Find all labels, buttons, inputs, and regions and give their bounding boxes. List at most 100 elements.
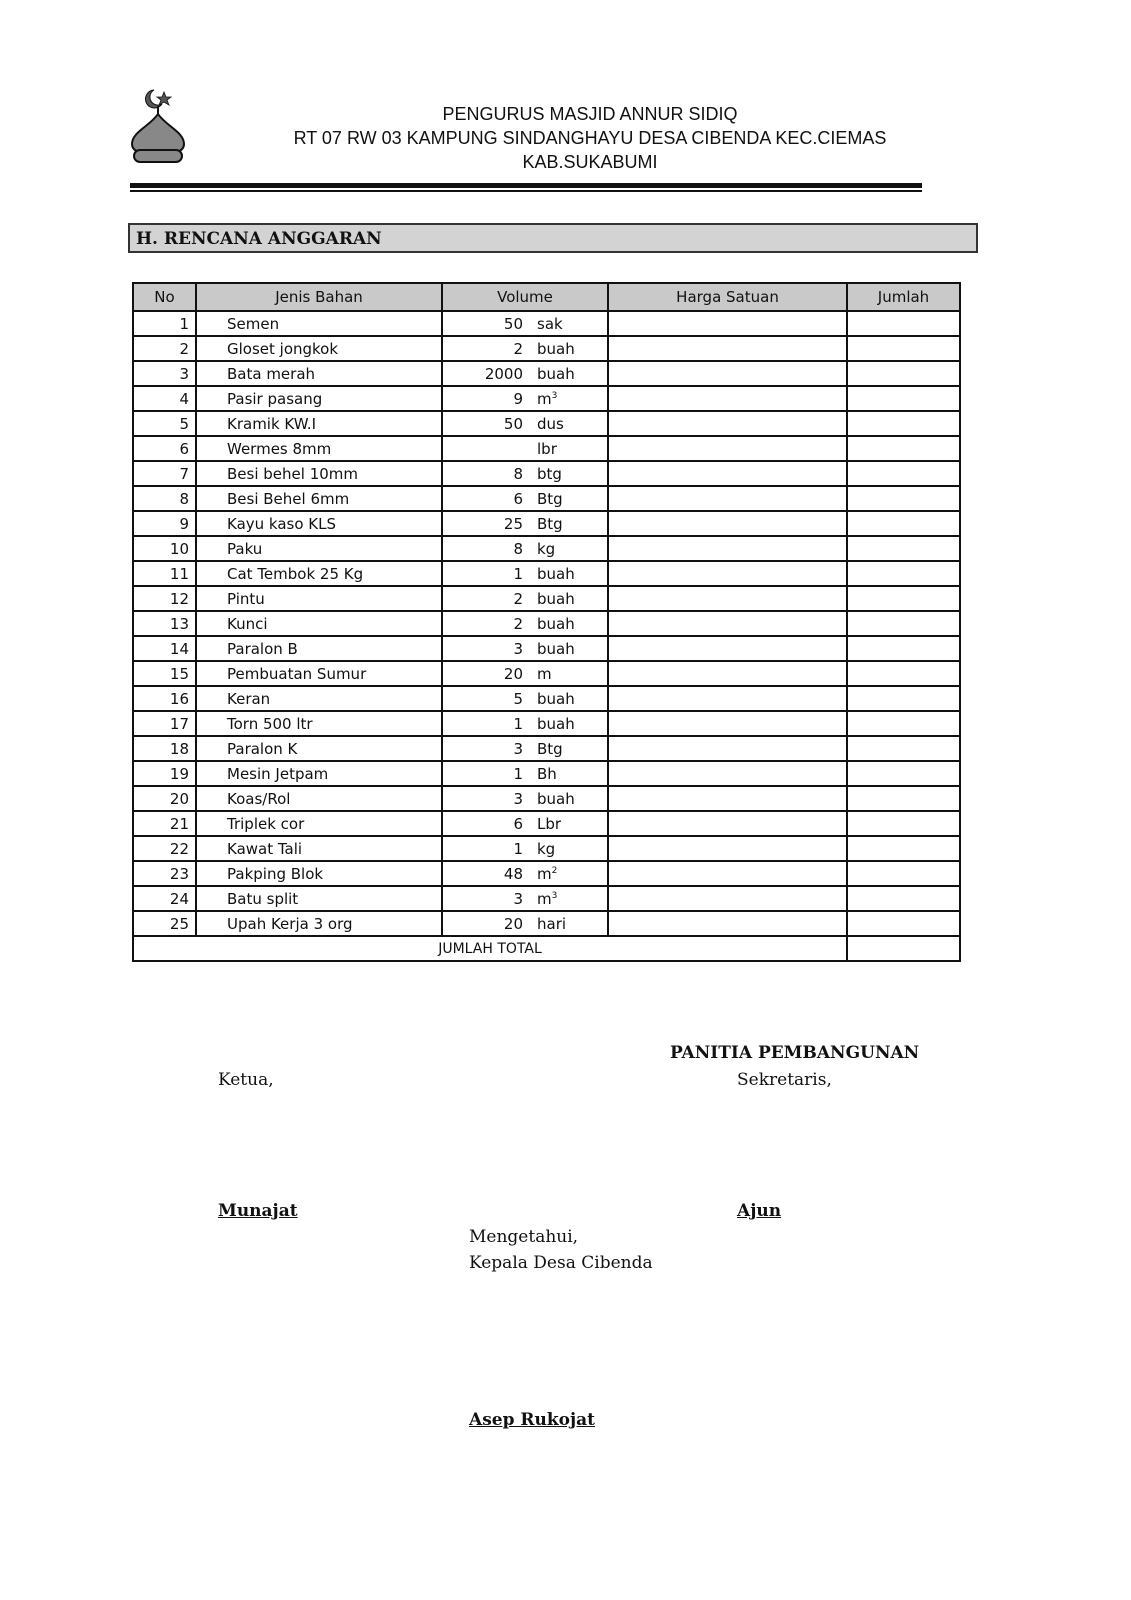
row-unit: kg [523,840,555,858]
total-row: JUMLAH TOTAL [132,935,961,962]
row-unit-price [607,385,848,412]
unit-text: buah [537,789,575,808]
row-no: 11 [132,560,197,587]
row-qty: 20 [503,914,523,933]
table-row: 3 Bata merah 2000 buah [132,360,961,387]
table-row: 6 Wermes 8mm lbr [132,435,961,462]
row-unit-price [607,860,848,887]
header-line-2: RT 07 RW 03 KAMPUNG SINDANGHAYU DESA CIB… [293,128,887,148]
unit-text: Btg [537,489,563,508]
section-title: H. RENCANA ANGGARAN [128,223,978,253]
unit-text: m [537,389,552,408]
row-total [846,560,961,587]
table-row: 18 Paralon K 3 Btg [132,735,961,762]
row-volume: 5 buah [441,685,609,712]
row-qty: 2000 [484,364,523,383]
row-qty: 20 [503,664,523,683]
row-unit-price [607,635,848,662]
secretary-title: Sekretaris, [737,1070,832,1090]
row-total [846,310,961,337]
unit-exponent: 2 [551,865,558,876]
row-unit-price [607,585,848,612]
row-volume: 25 Btg [441,510,609,537]
row-item: Torn 500 ltr [195,710,443,737]
header-line-1: PENGURUS MASJID ANNUR SIDIQ [442,104,738,124]
row-no: 18 [132,735,197,762]
row-total [846,510,961,537]
row-unit-price [607,760,848,787]
table-row: 14 Paralon B 3 buah [132,635,961,662]
row-item: Keran [195,685,443,712]
row-total [846,610,961,637]
row-total [846,860,961,887]
table-row: 25 Upah Kerja 3 org 20 hari [132,910,961,937]
row-total [846,535,961,562]
row-unit-price [607,835,848,862]
row-item: Pembuatan Sumur [195,660,443,687]
row-total [846,635,961,662]
row-unit-price [607,660,848,687]
row-unit-price [607,410,848,437]
table-row: 15 Pembuatan Sumur 20 m [132,660,961,687]
row-unit: kg [523,540,555,558]
unit-text: kg [537,539,556,558]
row-unit-price [607,735,848,762]
row-volume: 6 Btg [441,485,609,512]
row-unit-price [607,435,848,462]
row-item: Kayu kaso KLS [195,510,443,537]
unit-text: kg [537,839,556,858]
row-unit: m3 [523,890,557,908]
table-row: 5 Kramik KW.I 50 dus [132,410,961,437]
row-qty: 1 [513,764,523,783]
row-qty: 9 [513,389,523,408]
row-qty: 5 [513,689,523,708]
row-no: 25 [132,910,197,937]
row-unit: m [523,665,552,683]
row-no: 10 [132,535,197,562]
row-no: 15 [132,660,197,687]
row-unit: btg [523,465,562,483]
row-unit: dus [523,415,564,433]
table-row: 10 Paku 8 kg [132,535,961,562]
secretary-name: Ajun [737,1201,782,1221]
row-unit-price [607,810,848,837]
row-unit-price [607,510,848,537]
row-qty: 1 [513,714,523,733]
row-total [846,710,961,737]
row-item: Pintu [195,585,443,612]
row-volume: lbr [441,435,609,462]
village-head-name: Asep Rukojat [469,1410,596,1430]
table-row: 4 Pasir pasang 9 m3 [132,385,961,412]
row-no: 8 [132,485,197,512]
table-header-row: No Jenis Bahan Volume Harga Satuan Jumla… [132,282,961,312]
row-item: Paralon B [195,635,443,662]
row-no: 19 [132,760,197,787]
row-unit-price [607,535,848,562]
row-total [846,335,961,362]
row-item: Kawat Tali [195,835,443,862]
row-unit-price [607,360,848,387]
row-qty: 1 [513,839,523,858]
row-qty: 2 [513,589,523,608]
row-item: Koas/Rol [195,785,443,812]
row-total [846,485,961,512]
row-unit: buah [523,715,575,733]
total-value [846,935,961,962]
row-unit-price [607,885,848,912]
row-item: Besi behel 10mm [195,460,443,487]
row-total [846,385,961,412]
unit-text: dus [537,414,564,433]
row-unit: buah [523,565,575,583]
table-row: 20 Koas/Rol 3 buah [132,785,961,812]
row-volume: 1 buah [441,710,609,737]
table-row: 19 Mesin Jetpam 1 Bh [132,760,961,787]
budget-table: No Jenis Bahan Volume Harga Satuan Jumla… [132,282,961,962]
row-qty: 3 [513,739,523,758]
row-volume: 50 sak [441,310,609,337]
row-unit: m3 [523,390,557,408]
unit-text: btg [537,464,562,483]
header-line-3: KAB.SUKABUMI [522,152,658,172]
row-unit: buah [523,640,575,658]
table-row: 16 Keran 5 buah [132,685,961,712]
chair-name: Munajat [218,1201,298,1221]
